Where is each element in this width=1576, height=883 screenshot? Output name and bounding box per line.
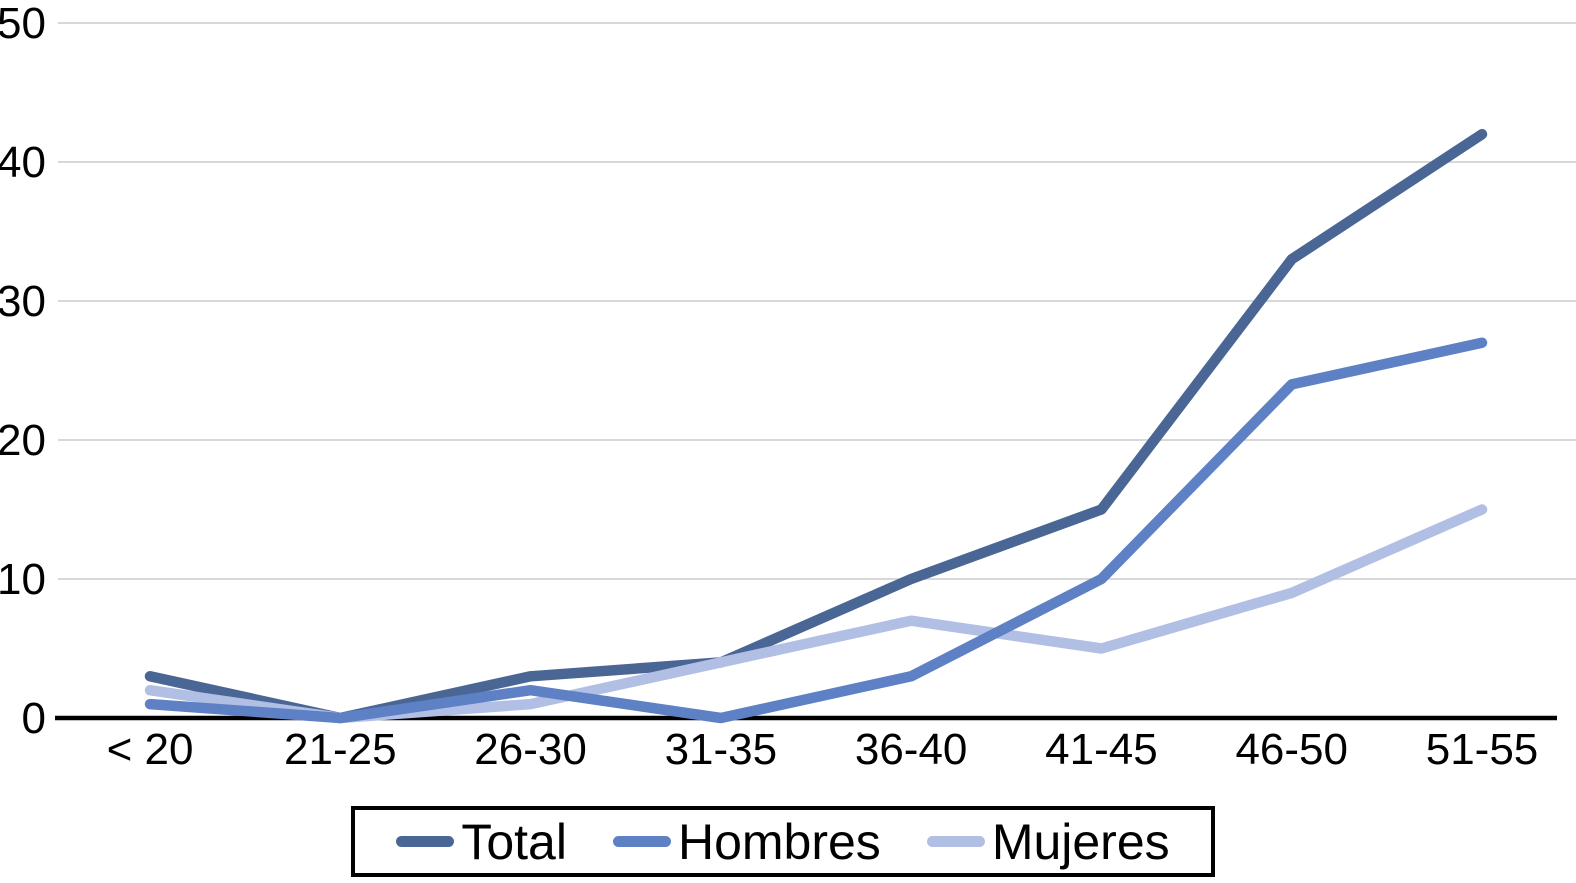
x-tick-label: 31-35 — [665, 725, 778, 774]
series-line-total — [144, 128, 1488, 724]
y-tick-label: 20 — [0, 416, 46, 465]
legend-label-total: Total — [461, 813, 567, 870]
legend-swatch-total — [396, 836, 455, 847]
x-tick-label: 36-40 — [855, 725, 968, 774]
x-tick-label: 21-25 — [284, 725, 397, 774]
legend-label-hombres: Hombres — [677, 813, 881, 870]
x-tick-label: 46-50 — [1235, 725, 1348, 774]
x-tick-label: 26-30 — [474, 725, 587, 774]
series-line-hombres — [144, 337, 1488, 724]
legend-swatch-mujeres — [926, 836, 985, 847]
x-tick-label: < 20 — [107, 725, 194, 774]
y-tick-label: 40 — [0, 138, 46, 187]
legend-item-total: Total — [396, 817, 567, 867]
x-tick-label: 41-45 — [1045, 725, 1158, 774]
legend-item-mujeres: Mujeres — [926, 813, 1170, 870]
legend-label-mujeres: Mujeres — [991, 813, 1170, 870]
y-tick-label: 50 — [0, 0, 46, 48]
y-tick-label: 10 — [0, 555, 46, 604]
legend-swatch-hombres — [612, 836, 671, 847]
legend-item-hombres: Hombres — [612, 813, 881, 870]
y-tick-label: 0 — [22, 694, 46, 743]
series-line-mujeres — [144, 504, 1488, 724]
x-tick-label: 51-55 — [1426, 725, 1539, 774]
y-tick-label: 30 — [0, 277, 46, 326]
legend: Total Hombres Mujeres — [351, 806, 1215, 877]
